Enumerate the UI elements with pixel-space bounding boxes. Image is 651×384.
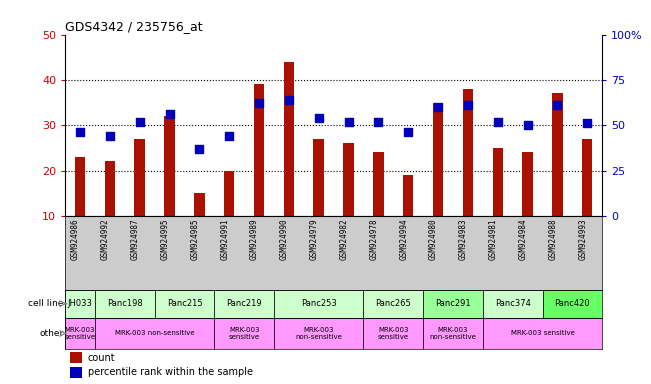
Text: Panc198: Panc198 <box>107 299 143 308</box>
Bar <box>522 152 533 216</box>
Bar <box>433 103 443 216</box>
Point <box>433 104 443 110</box>
Text: Panc374: Panc374 <box>495 299 531 308</box>
Text: Panc291: Panc291 <box>435 299 471 308</box>
Bar <box>254 84 264 216</box>
Bar <box>194 193 204 216</box>
Text: GSM924991: GSM924991 <box>220 218 229 260</box>
Bar <box>214 318 274 349</box>
Point <box>493 119 503 125</box>
Point <box>164 111 174 118</box>
Text: Panc420: Panc420 <box>555 299 590 308</box>
Bar <box>70 367 82 378</box>
Text: GSM924981: GSM924981 <box>489 218 498 260</box>
Bar <box>274 290 363 318</box>
Point <box>522 122 533 128</box>
Text: MRK-003
non-sensitive: MRK-003 non-sensitive <box>296 327 342 340</box>
Text: MRK-003
sensitive: MRK-003 sensitive <box>229 327 260 340</box>
Text: GSM924988: GSM924988 <box>548 218 557 260</box>
Bar <box>224 170 234 216</box>
Bar <box>483 290 542 318</box>
Text: GSM924985: GSM924985 <box>190 218 199 260</box>
Text: GSM924989: GSM924989 <box>250 218 259 260</box>
Text: MRK-003 sensitive: MRK-003 sensitive <box>510 330 574 336</box>
Text: GSM924992: GSM924992 <box>101 218 110 260</box>
Bar <box>105 161 115 216</box>
Text: GSM924984: GSM924984 <box>519 218 527 260</box>
Point <box>343 119 353 125</box>
Bar <box>423 290 483 318</box>
Bar <box>363 290 423 318</box>
Bar <box>314 139 324 216</box>
Point <box>135 119 145 125</box>
Bar <box>373 152 383 216</box>
Point <box>194 146 204 152</box>
Bar <box>423 318 483 349</box>
Point <box>314 115 324 121</box>
Text: JH033: JH033 <box>68 299 92 308</box>
Text: GSM924995: GSM924995 <box>161 218 169 260</box>
Bar <box>542 290 602 318</box>
Bar <box>403 175 413 216</box>
Bar <box>582 139 592 216</box>
Text: MRK-003
sensitive: MRK-003 sensitive <box>378 327 409 340</box>
Bar <box>135 139 145 216</box>
Point <box>254 100 264 106</box>
Text: GSM924987: GSM924987 <box>131 218 140 260</box>
Bar <box>70 352 82 363</box>
Text: MRK-003 non-sensitive: MRK-003 non-sensitive <box>115 330 195 336</box>
Text: GSM924983: GSM924983 <box>459 218 468 260</box>
Bar <box>363 318 423 349</box>
Bar <box>214 290 274 318</box>
Text: Panc215: Panc215 <box>167 299 202 308</box>
Text: GSM924990: GSM924990 <box>280 218 289 260</box>
Point <box>224 133 234 139</box>
Point <box>582 120 592 126</box>
Text: Panc219: Panc219 <box>227 299 262 308</box>
Text: GDS4342 / 235756_at: GDS4342 / 235756_at <box>65 20 202 33</box>
Bar <box>65 318 95 349</box>
Bar <box>343 143 353 216</box>
Text: GSM924980: GSM924980 <box>429 218 438 260</box>
Point <box>284 97 294 103</box>
Text: cell line: cell line <box>28 299 64 308</box>
Bar <box>552 93 562 216</box>
Text: percentile rank within the sample: percentile rank within the sample <box>88 367 253 377</box>
Bar <box>463 89 473 216</box>
Bar <box>75 157 85 216</box>
Bar <box>65 290 95 318</box>
Text: GSM924979: GSM924979 <box>310 218 319 260</box>
Bar <box>95 318 214 349</box>
Text: Panc253: Panc253 <box>301 299 337 308</box>
Text: MRK-003
sensitive: MRK-003 sensitive <box>64 327 96 340</box>
Bar <box>284 62 294 216</box>
Point <box>403 129 413 136</box>
Point <box>463 102 473 108</box>
Text: GSM924986: GSM924986 <box>71 218 80 260</box>
Text: Panc265: Panc265 <box>376 299 411 308</box>
Bar <box>164 116 174 216</box>
Text: GSM924982: GSM924982 <box>340 218 348 260</box>
Text: GSM924978: GSM924978 <box>369 218 378 260</box>
Bar <box>274 318 363 349</box>
Bar <box>483 318 602 349</box>
Bar <box>493 148 503 216</box>
Point <box>75 129 85 136</box>
Point <box>552 102 562 108</box>
Bar <box>155 290 214 318</box>
Bar <box>95 290 155 318</box>
Text: count: count <box>88 353 115 363</box>
Point <box>373 119 383 125</box>
Text: other: other <box>39 329 64 338</box>
Point <box>105 133 115 139</box>
Text: GSM924993: GSM924993 <box>578 218 587 260</box>
Text: MRK-003
non-sensitive: MRK-003 non-sensitive <box>430 327 477 340</box>
Text: GSM924994: GSM924994 <box>399 218 408 260</box>
